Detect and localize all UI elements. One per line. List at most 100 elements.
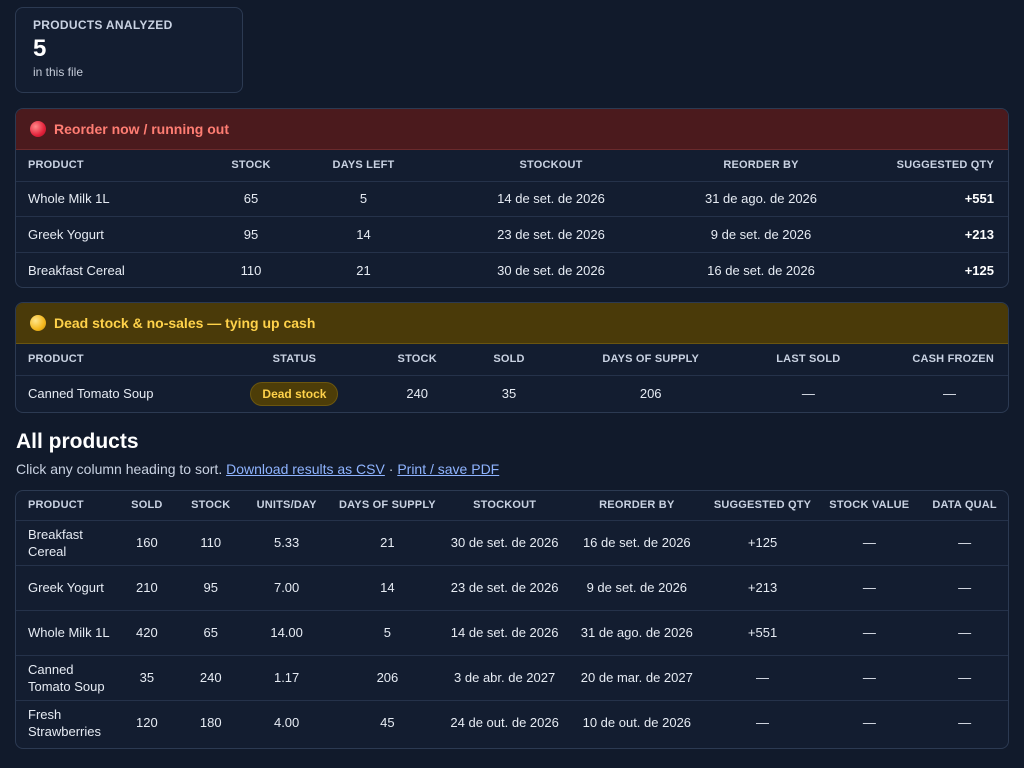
products-analyzed-card: PRODUCTS ANALYZED 5 in this file bbox=[15, 7, 243, 93]
cell-days-of-supply: 5 bbox=[331, 609, 444, 655]
all-products-heading: All products bbox=[16, 430, 139, 453]
cell-stockout: 3 de abr. de 2027 bbox=[443, 654, 566, 700]
cell-stockout: 24 de out. de 2026 bbox=[443, 699, 566, 745]
red-circle-icon bbox=[30, 121, 46, 137]
cell-product: Canned Tomato Soup bbox=[16, 654, 114, 700]
sort-hint: Click any column heading to sort. Downlo… bbox=[16, 461, 499, 477]
cell-stock: 240 bbox=[179, 654, 242, 700]
cell-units-per-day: 7.00 bbox=[241, 564, 332, 610]
cell-units-per-day: 5.33 bbox=[241, 519, 332, 565]
cell-sold: 160 bbox=[113, 519, 180, 565]
cell-stock-value: — bbox=[817, 564, 922, 610]
sort-col-data-qual[interactable]: DATA QUAL bbox=[932, 499, 997, 512]
cell-stock: 110 bbox=[179, 519, 242, 565]
dead-stock-panel-title: Dead stock & no-sales — tying up cash bbox=[54, 315, 316, 331]
cell-units-per-day: 4.00 bbox=[241, 699, 332, 745]
sort-col-days-of-supply[interactable]: DAYS OF SUPPLY bbox=[339, 499, 436, 512]
sort-col-sold[interactable]: SOLD bbox=[131, 499, 163, 512]
cell-stockout: 23 de set. de 2026 bbox=[411, 216, 691, 252]
cell-sold: 120 bbox=[113, 699, 180, 745]
dead-stock-table: PRODUCT STATUS STOCK SOLD DAYS OF SUPPLY… bbox=[16, 344, 1008, 412]
print-pdf-link[interactable]: Print / save PDF bbox=[397, 461, 500, 477]
cell-stock: 240 bbox=[373, 374, 462, 412]
table-row: Fresh Strawberries 120 180 4.00 45 24 de… bbox=[16, 699, 1008, 745]
sort-col-units-per-day[interactable]: UNITS/DAY bbox=[256, 499, 317, 512]
col-product: PRODUCT bbox=[28, 353, 84, 366]
yellow-circle-icon bbox=[30, 315, 46, 331]
dead-stock-panel-header: Dead stock & no-sales — tying up cash bbox=[16, 303, 1008, 344]
sort-col-reorder-by[interactable]: REORDER BY bbox=[599, 499, 675, 512]
cell-reorder-by: 9 de set. de 2026 bbox=[691, 216, 831, 252]
table-row: Breakfast Cereal 160 110 5.33 21 30 de s… bbox=[16, 519, 1008, 565]
cell-units-per-day: 14.00 bbox=[241, 609, 332, 655]
cell-cash-frozen: — bbox=[872, 374, 1008, 412]
all-products-panel: PRODUCT SOLD STOCK UNITS/DAY DAYS OF SUP… bbox=[15, 490, 1009, 749]
cell-last-sold: — bbox=[744, 374, 873, 412]
table-row: Greek Yogurt 95 14 23 de set. de 2026 9 … bbox=[16, 216, 1008, 252]
cell-data-qual: — bbox=[921, 699, 1008, 745]
cell-days-of-supply: 45 bbox=[331, 699, 444, 745]
table-row: Whole Milk 1L 420 65 14.00 5 14 de set. … bbox=[16, 609, 1008, 655]
cell-suggested-qty: +125 bbox=[707, 519, 818, 565]
cell-units-per-day: 1.17 bbox=[241, 654, 332, 700]
cell-stock-value: — bbox=[817, 519, 922, 565]
card-label: PRODUCTS ANALYZED bbox=[33, 18, 173, 32]
cell-reorder-by: 31 de ago. de 2026 bbox=[691, 180, 831, 217]
cell-days-of-supply: 21 bbox=[331, 519, 444, 565]
col-suggested-qty: SUGGESTED QTY bbox=[896, 159, 994, 172]
cell-stockout: 14 de set. de 2026 bbox=[411, 180, 691, 217]
cell-days-left: 21 bbox=[316, 251, 411, 287]
dead-stock-panel: Dead stock & no-sales — tying up cash PR… bbox=[15, 302, 1009, 413]
table-row: Breakfast Cereal 110 21 30 de set. de 20… bbox=[16, 251, 1008, 287]
cell-product: Breakfast Cereal bbox=[16, 519, 114, 565]
sort-col-stock-value[interactable]: STOCK VALUE bbox=[829, 499, 910, 512]
col-days-left: DAYS LEFT bbox=[332, 159, 395, 172]
cell-stock-value: — bbox=[817, 609, 922, 655]
cell-reorder-by: 20 de mar. de 2027 bbox=[566, 654, 708, 700]
table-header-row: PRODUCT SOLD STOCK UNITS/DAY DAYS OF SUP… bbox=[16, 491, 1008, 520]
cell-suggested-qty: +213 bbox=[831, 216, 1008, 252]
cell-stock: 110 bbox=[186, 251, 316, 287]
cell-product: Fresh Strawberries bbox=[16, 699, 114, 745]
cell-reorder-by: 16 de set. de 2026 bbox=[566, 519, 708, 565]
cell-suggested-qty: — bbox=[707, 699, 818, 745]
col-status: STATUS bbox=[272, 353, 317, 366]
cell-data-qual: — bbox=[921, 564, 1008, 610]
cell-stock-value: — bbox=[817, 654, 922, 700]
col-stock: STOCK bbox=[397, 353, 437, 366]
sort-col-stock[interactable]: STOCK bbox=[191, 499, 231, 512]
cell-sold: 35 bbox=[461, 374, 557, 412]
table-header-row: PRODUCT STOCK DAYS LEFT STOCKOUT REORDER… bbox=[16, 150, 1008, 181]
table-row: Canned Tomato Soup Dead stock 240 35 206… bbox=[16, 374, 1008, 412]
cell-data-qual: — bbox=[921, 609, 1008, 655]
cell-product: Whole Milk 1L bbox=[16, 609, 114, 655]
cell-status: Dead stock bbox=[215, 374, 374, 412]
col-stock: STOCK bbox=[231, 159, 271, 172]
cell-suggested-qty: +213 bbox=[707, 564, 818, 610]
download-csv-link[interactable]: Download results as CSV bbox=[226, 461, 385, 477]
col-cash-frozen: CASH FROZEN bbox=[912, 353, 994, 366]
cell-sold: 420 bbox=[113, 609, 180, 655]
reorder-panel-header: Reorder now / running out bbox=[16, 109, 1008, 150]
sort-col-suggested-qty[interactable]: SUGGESTED QTY bbox=[713, 499, 812, 512]
card-subtext: in this file bbox=[33, 65, 84, 79]
cell-days-of-supply: 206 bbox=[556, 374, 745, 412]
cell-sold: 35 bbox=[113, 654, 180, 700]
cell-suggested-qty: +125 bbox=[831, 251, 1008, 287]
reorder-table: PRODUCT STOCK DAYS LEFT STOCKOUT REORDER… bbox=[16, 150, 1008, 287]
reorder-panel-title: Reorder now / running out bbox=[54, 121, 229, 137]
cell-stock: 95 bbox=[179, 564, 242, 610]
col-sold: SOLD bbox=[493, 353, 525, 366]
cell-stock: 95 bbox=[186, 216, 316, 252]
cell-sold: 210 bbox=[113, 564, 180, 610]
col-last-sold: LAST SOLD bbox=[776, 353, 841, 366]
sort-col-stockout[interactable]: STOCKOUT bbox=[473, 499, 537, 512]
cell-days-of-supply: 14 bbox=[331, 564, 444, 610]
cell-data-qual: — bbox=[921, 519, 1008, 565]
sort-col-product[interactable]: PRODUCT bbox=[28, 499, 84, 512]
table-row: Canned Tomato Soup 35 240 1.17 206 3 de … bbox=[16, 654, 1008, 700]
cell-data-qual: — bbox=[921, 654, 1008, 700]
all-products-table: PRODUCT SOLD STOCK UNITS/DAY DAYS OF SUP… bbox=[16, 491, 1008, 745]
cell-stockout: 14 de set. de 2026 bbox=[443, 609, 566, 655]
cell-reorder-by: 16 de set. de 2026 bbox=[691, 251, 831, 287]
